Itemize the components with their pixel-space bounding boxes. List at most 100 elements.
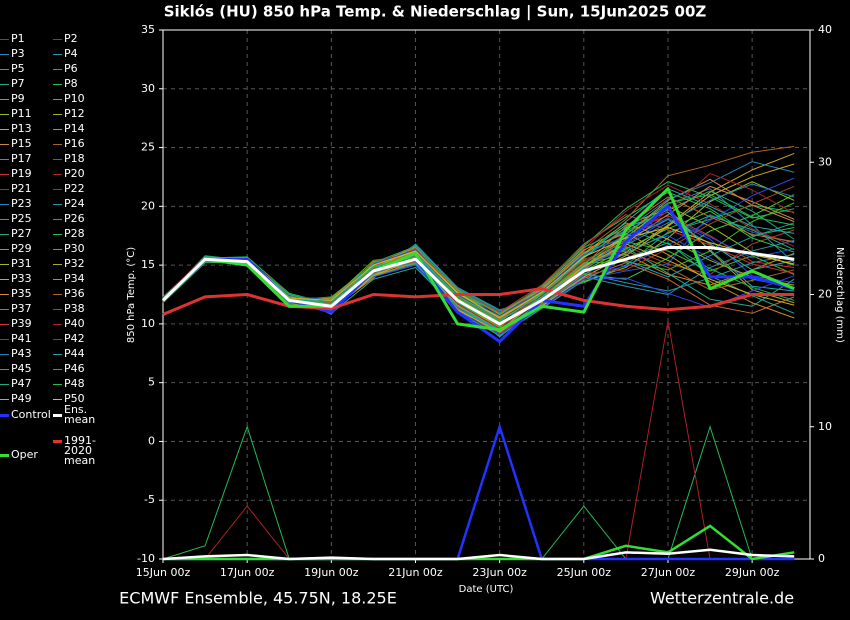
legend-item: P31	[0, 257, 44, 271]
legend-swatch	[53, 113, 62, 115]
y-tick-label: 20	[141, 199, 155, 212]
legend-swatch	[0, 173, 9, 175]
legend-label: P8	[64, 77, 78, 90]
legend-label: 1991-2020 mean	[64, 434, 96, 467]
legend-item: P15	[0, 137, 44, 151]
precip-line	[163, 422, 795, 561]
legend-item: P36	[53, 287, 97, 301]
legend-item: P47	[0, 377, 44, 391]
legend-label: P29	[11, 242, 32, 255]
legend-swatch	[53, 128, 62, 130]
legend-item: P39	[0, 317, 44, 331]
y-tick-label: 30	[141, 82, 155, 95]
legend-item: P42	[53, 332, 97, 346]
legend-swatch	[0, 383, 9, 385]
legend-item: Oper	[0, 448, 60, 462]
legend-item: 1991-2020 mean	[53, 434, 115, 467]
legend-label: P23	[11, 197, 32, 210]
legend-swatch	[0, 398, 9, 400]
legend-label: P25	[11, 212, 32, 225]
legend-swatch	[0, 98, 9, 100]
legend-item: Control	[0, 408, 60, 422]
legend-swatch	[0, 413, 9, 417]
legend-label: P47	[11, 377, 32, 390]
y-tick-label: -10	[137, 552, 155, 565]
legend-item: P12	[53, 107, 97, 121]
y-tick-label: 10	[141, 317, 155, 330]
legend-label: P27	[11, 227, 32, 240]
legend-item: P27	[0, 227, 44, 241]
legend-label: P30	[64, 242, 85, 255]
legend-item: P49	[0, 392, 44, 406]
legend-item: P8	[53, 77, 97, 91]
x-axis-label: Date (UTC)	[459, 584, 514, 595]
legend-item: P37	[0, 302, 44, 316]
legend-item: P41	[0, 332, 44, 346]
legend-swatch	[53, 83, 62, 85]
x-tick-label: 25Jun 00z	[557, 566, 612, 579]
legend-item: P38	[53, 302, 97, 316]
legend-item: P1	[0, 32, 44, 46]
legend-item: P25	[0, 212, 44, 226]
legend-label: P15	[11, 137, 32, 150]
legend-label: P40	[64, 317, 85, 330]
y-tick-label: 15	[141, 258, 155, 271]
legend-label: P21	[11, 182, 32, 195]
legend-swatch	[0, 263, 9, 265]
legend-item: P50	[53, 392, 97, 406]
legend-swatch	[53, 218, 62, 220]
legend-swatch	[53, 188, 62, 190]
legend-swatch	[0, 113, 9, 115]
legend-label: P17	[11, 152, 32, 165]
legend-swatch	[0, 278, 9, 280]
legend-swatch	[53, 233, 62, 235]
legend-item: P28	[53, 227, 97, 241]
legend-swatch	[0, 453, 9, 457]
legend-label: P12	[64, 107, 85, 120]
chart-title: Siklós (HU) 850 hPa Temp. & Niederschlag…	[164, 3, 707, 22]
legend-swatch	[0, 158, 9, 160]
legend-swatch	[53, 203, 62, 205]
legend-swatch	[0, 233, 9, 235]
legend-swatch	[53, 173, 62, 175]
x-tick-label: 19Jun 00z	[304, 566, 359, 579]
legend-label: P6	[64, 62, 78, 75]
legend-swatch	[53, 248, 62, 250]
legend-label: P42	[64, 332, 85, 345]
legend-swatch	[0, 128, 9, 130]
legend-item: P33	[0, 272, 44, 286]
legend-label: P1	[11, 32, 25, 45]
x-tick-label: 17Jun 00z	[220, 566, 275, 579]
legend-label: P34	[64, 272, 85, 285]
legend-label: P20	[64, 167, 85, 180]
y-tick-label: 35	[141, 23, 155, 36]
legend-swatch	[0, 68, 9, 70]
legend-swatch	[0, 293, 9, 295]
legend-swatch	[0, 188, 9, 190]
legend-item: P43	[0, 347, 44, 361]
legend-swatch	[53, 53, 62, 55]
legend-item: P48	[53, 377, 97, 391]
y-tick-label: 0	[148, 434, 155, 447]
legend-item: P18	[53, 152, 97, 166]
legend-label: P13	[11, 122, 32, 135]
x-tick-label: 23Jun 00z	[472, 566, 527, 579]
legend-label: P37	[11, 302, 32, 315]
legend-swatch	[53, 323, 62, 325]
legend-swatch	[0, 308, 9, 310]
y2-tick-label: 10	[818, 420, 832, 433]
legend-item: P30	[53, 242, 97, 256]
legend-swatch	[0, 53, 9, 55]
legend-label: P46	[64, 362, 85, 375]
legend-label: P31	[11, 257, 32, 270]
legend-label: P49	[11, 392, 32, 405]
legend-label: Oper	[11, 448, 38, 461]
legend-item: P13	[0, 122, 44, 136]
legend-item: P2	[53, 32, 97, 46]
temp-line	[162, 287, 795, 316]
legend-label: P16	[64, 137, 85, 150]
legend-swatch	[53, 338, 62, 340]
legend-swatch	[53, 293, 62, 295]
legend-item: P35	[0, 287, 44, 301]
